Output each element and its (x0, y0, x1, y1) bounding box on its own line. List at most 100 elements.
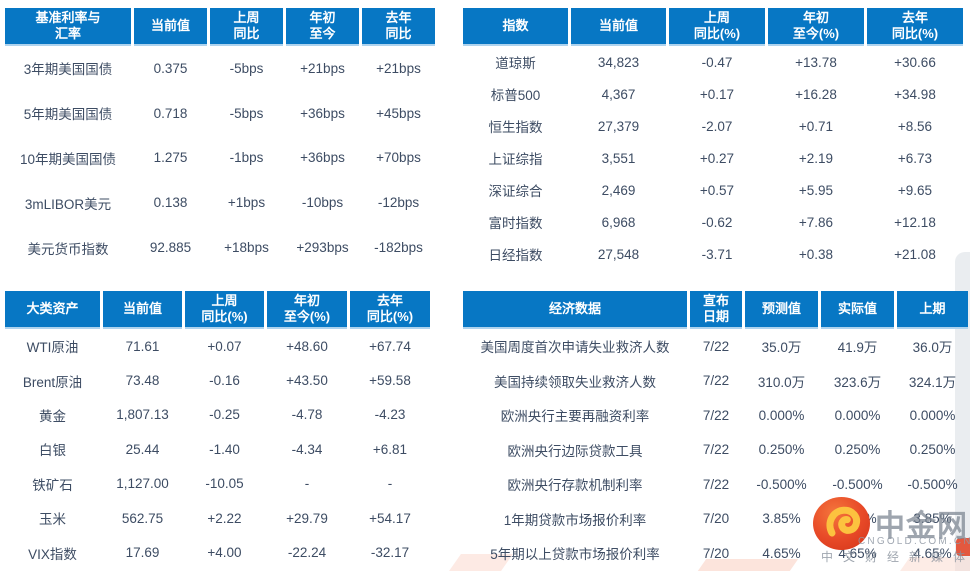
table-cell: 7/22 (702, 407, 730, 423)
table-cell: 0.718 (153, 105, 188, 121)
table-cell: 324.1万 (908, 374, 957, 390)
table-cell: +70bps (376, 150, 421, 166)
table-row: 欧洲央行存款机制利率 7/22 -0.500% -0.500% -0.500% (463, 467, 968, 502)
table-cell: -32.17 (370, 545, 410, 561)
column-header: 去年 同比(%) (350, 291, 430, 329)
table-row: Brent原油 73.48 -0.16 +43.50 +59.58 (5, 363, 430, 397)
row-label: Brent原油 (22, 374, 83, 390)
stock-indices-table: 指数 当前值 上周 同比(%) 年初 至今(%) 去年 同比(%) 道琼斯 34,823 -0… (463, 8, 963, 270)
column-header: 上周 同比(%) (185, 291, 264, 329)
column-header: 当前值 (103, 291, 182, 329)
row-label: 5年期美国国债 (23, 107, 113, 123)
table-cell: +34.98 (894, 86, 936, 102)
row-label: 富时指数 (488, 216, 543, 231)
row-label: 恒生指数 (488, 120, 543, 135)
table-cell: +4.00 (207, 545, 242, 561)
table-cell: 562.75 (121, 510, 164, 526)
table-row: 富时指数 6,968 -0.62 +7.86 +12.18 (463, 206, 963, 238)
row-label: 1年期贷款市场报价利率 (503, 512, 647, 528)
row-label: 欧洲央行边际贷款工具 (507, 443, 643, 459)
table-row: 白银 25.44 -1.40 -4.34 +6.81 (5, 432, 430, 466)
table-cell: 7/20 (702, 511, 730, 527)
row-label: 深证综合 (488, 184, 543, 199)
table-cell: 27,548 (597, 246, 640, 262)
table-cell: +29.79 (286, 510, 328, 526)
table-row: 深证综合 2,469 +0.57 +5.95 +9.65 (463, 174, 963, 206)
table-cell: -10.05 (205, 476, 244, 492)
table-cell: -4.23 (374, 407, 406, 423)
table-cell: +7.86 (798, 214, 834, 230)
table-cell: - (387, 476, 393, 492)
column-header: 宣布 日期 (690, 291, 742, 329)
table-cell: 7/22 (702, 442, 730, 458)
row-label: 上证综指 (488, 152, 543, 167)
table-cell: 27,379 (597, 118, 640, 134)
table-cell: -182bps (374, 240, 423, 256)
table-cell: +0.17 (699, 86, 735, 102)
table-row: 欧洲央行主要再融资利率 7/22 0.000% 0.000% 0.000% (463, 398, 968, 433)
table-cell: -2.07 (701, 118, 733, 134)
column-header: 经济数据 (463, 291, 687, 329)
table-row: 3年期美国国债 0.375 -5bps +21bps +21bps (5, 46, 435, 91)
row-label: 黄金 (39, 408, 66, 424)
table-cell: -0.500% (756, 476, 807, 492)
table-cell: -4.34 (291, 441, 323, 457)
table-cell: +0.27 (699, 150, 735, 166)
table-cell: 1,127.00 (116, 476, 169, 492)
table-cell: 323.6万 (833, 374, 882, 390)
table-cell: -4.78 (291, 407, 323, 423)
table-cell: +0.71 (798, 118, 834, 134)
row-label: 道琼斯 (495, 56, 536, 71)
table-row: 5年期以上贷款市场报价利率 7/20 4.65% 4.65% 4.65% (463, 536, 968, 571)
table-cell: 92.885 (149, 240, 192, 256)
table-cell: +30.66 (894, 54, 936, 70)
table-row: 5年期美国国债 0.718 -5bps +36bps +45bps (5, 91, 435, 136)
table-cell: +36bps (300, 150, 345, 166)
table-cell: +59.58 (369, 373, 411, 389)
table-cell: 25.44 (125, 441, 160, 457)
economic-data-table: 经济数据 宣布 日期 预测值 实际值 上期 美国周度首次申请失业救济人数 7/22 35.0万… (463, 291, 968, 571)
column-header: 基准利率与 汇率 (5, 8, 131, 46)
table-cell: 3.85% (762, 511, 801, 527)
table-cell: -5bps (229, 105, 264, 121)
row-label: 白银 (39, 443, 66, 459)
column-header: 指数 (463, 8, 568, 46)
column-header: 当前值 (571, 8, 666, 46)
table-cell: 0.250% (909, 442, 956, 458)
table-row: 3mLIBOR美元 0.138 +1bps -10bps -12bps (5, 180, 435, 225)
table-cell: 6,968 (601, 214, 636, 230)
column-header: 去年 同比(%) (867, 8, 963, 46)
table-cell: +21bps (300, 60, 345, 76)
table-cell: 73.48 (125, 373, 160, 389)
row-label: VIX指数 (28, 546, 77, 562)
table-cell: +45bps (376, 105, 421, 121)
right-edge-band (955, 252, 970, 571)
table-cell: -0.16 (209, 373, 240, 389)
table-cell: - (304, 476, 310, 492)
column-header: 年初 至今 (286, 8, 359, 46)
table-cell: -1bps (229, 150, 264, 166)
table-header-row: 大类资产 当前值 上周 同比(%) 年初 至今(%) 去年 同比(%) (5, 291, 430, 329)
table-cell: 0.138 (153, 195, 188, 211)
table-cell: +54.17 (369, 510, 411, 526)
table-row: 日经指数 27,548 -3.71 +0.38 +21.08 (463, 238, 963, 270)
table-cell: 71.61 (125, 338, 160, 354)
table-cell: +293bps (296, 240, 349, 256)
table-cell: 0.250% (758, 442, 805, 458)
row-label: 美国周度首次申请失业救济人数 (480, 340, 670, 356)
table-cell: 0.250% (834, 442, 881, 458)
row-label: 10年期美国国债 (19, 151, 117, 167)
column-header: 实际值 (821, 291, 894, 329)
table-cell: +2.22 (207, 510, 242, 526)
table-cell: -12bps (377, 195, 420, 211)
table-row: 道琼斯 34,823 -0.47 +13.78 +30.66 (463, 46, 963, 78)
row-label: 欧洲央行主要再融资利率 (500, 409, 650, 425)
rates-and-fx-table: 基准利率与 汇率 当前值 上周 同比 年初 至今 去年 同比 3年期美国国债 0.375 -5… (5, 8, 435, 270)
row-label: 美元货币指数 (27, 241, 109, 257)
row-label: 铁矿石 (32, 477, 73, 493)
column-header: 上周 同比 (210, 8, 283, 46)
table-row: 1年期贷款市场报价利率 7/20 3.85% 3.85% 3.85% (463, 502, 968, 537)
table-cell: 35.0万 (761, 340, 802, 356)
row-label: 美国持续领取失业救济人数 (494, 374, 656, 390)
